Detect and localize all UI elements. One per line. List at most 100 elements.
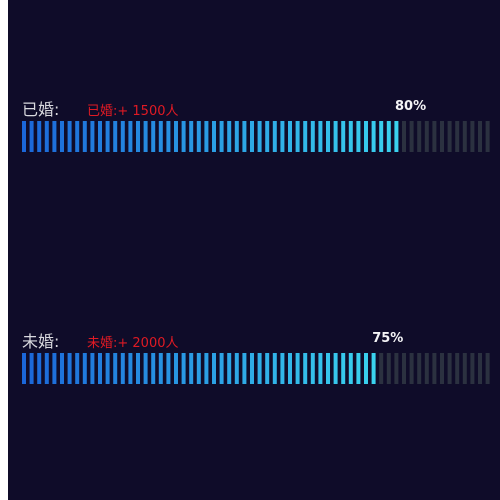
bar-segment-empty: [462, 353, 467, 384]
bar-segment-filled: [303, 353, 308, 384]
bar-segment-filled: [227, 353, 232, 384]
bar-segment-filled: [189, 353, 194, 384]
bar-segment-filled: [60, 353, 64, 384]
bar-segment-filled: [257, 121, 262, 152]
bar-segment-empty: [409, 353, 414, 384]
bar-segment-empty: [470, 353, 475, 384]
bar-segment-filled: [189, 121, 194, 152]
bar-segment-filled: [341, 121, 346, 152]
chart-panel: 已婚: 已婚:+ 1500人 80% 未婚: 未婚:+ 2000人 75%: [8, 0, 500, 500]
bar-segment-filled: [242, 353, 247, 384]
bar-segment-empty: [424, 353, 429, 384]
bar-segment-empty: [440, 353, 444, 384]
bar-segment-filled: [181, 121, 186, 152]
bar-segment-filled: [356, 353, 361, 384]
bar-segment-empty: [432, 121, 437, 152]
bar-segment-filled: [105, 121, 110, 152]
bar-segment-filled: [105, 353, 110, 384]
bar-segment-empty: [478, 353, 482, 384]
bar-segment-filled: [386, 121, 391, 152]
bar-segment-filled: [318, 121, 323, 152]
bar-segment-filled: [75, 121, 80, 152]
bar-segment-empty: [447, 121, 452, 152]
bar-segment-filled: [128, 353, 133, 384]
bar-segment-filled: [295, 353, 300, 384]
bar-segment-filled: [143, 121, 148, 152]
bar-segment-empty: [417, 121, 422, 152]
unmarried-label: 未婚:: [22, 332, 60, 351]
bar-segment-filled: [272, 353, 277, 384]
bar-segment-filled: [204, 121, 209, 152]
bar-segment-filled: [90, 121, 95, 152]
bar-segment-empty: [402, 121, 406, 152]
bar-segment-empty: [432, 353, 437, 384]
bar-segment-filled: [288, 353, 292, 384]
bar-segment-empty: [447, 353, 452, 384]
bar-segment-filled: [29, 353, 34, 384]
unmarried-percent-label: 75%: [372, 331, 404, 346]
bar-segment-filled: [212, 353, 216, 384]
bar-segment-filled: [60, 121, 64, 152]
bar-segment-filled: [67, 353, 72, 384]
bar-segment-filled: [234, 353, 239, 384]
bar-segment-filled: [98, 121, 102, 152]
married-progress-bar: [22, 121, 490, 152]
bar-segment-filled: [151, 353, 156, 384]
bar-segment-filled: [120, 353, 125, 384]
bar-segment-filled: [280, 353, 285, 384]
married-row: 已婚: 已婚:+ 1500人 80%: [8, 96, 500, 166]
bar-segment-filled: [113, 121, 118, 152]
bar-segment-filled: [174, 353, 178, 384]
bar-segment-filled: [219, 353, 224, 384]
bar-segment-filled: [326, 353, 330, 384]
married-percent-label: 80%: [395, 99, 427, 114]
bar-segment-filled: [75, 353, 80, 384]
bar-segment-empty: [485, 353, 490, 384]
bar-segment-filled: [196, 353, 201, 384]
bar-segment-filled: [44, 353, 49, 384]
bar-segment-filled: [333, 353, 338, 384]
bar-segment-filled: [265, 353, 270, 384]
bar-segment-filled: [265, 121, 270, 152]
bar-segment-filled: [22, 353, 26, 384]
bar-segment-filled: [371, 353, 376, 384]
bar-segment-filled: [37, 353, 42, 384]
bar-segment-empty: [455, 353, 460, 384]
bar-segment-filled: [242, 121, 247, 152]
bar-segment-filled: [120, 121, 125, 152]
bar-segment-empty: [485, 121, 490, 152]
bar-segment-empty: [379, 353, 384, 384]
bar-segment-filled: [37, 121, 42, 152]
bar-segment-filled: [29, 121, 34, 152]
bar-segment-empty: [440, 121, 444, 152]
bar-segment-filled: [82, 353, 87, 384]
bar-segment-empty: [470, 121, 475, 152]
bar-segment-filled: [288, 121, 292, 152]
bar-segment-filled: [326, 121, 330, 152]
bar-segment-filled: [181, 353, 186, 384]
bar-segment-filled: [204, 353, 209, 384]
bar-segment-filled: [212, 121, 216, 152]
bar-segment-filled: [44, 121, 49, 152]
bar-segment-filled: [174, 121, 178, 152]
bar-segment-filled: [90, 353, 95, 384]
bar-segment-filled: [379, 121, 384, 152]
unmarried-progress-bar: [22, 353, 490, 384]
bar-segment-filled: [364, 353, 368, 384]
bar-segment-filled: [295, 121, 300, 152]
bar-segment-filled: [257, 353, 262, 384]
bar-segment-empty: [462, 121, 467, 152]
bar-segment-filled: [166, 121, 171, 152]
bar-segment-empty: [394, 353, 399, 384]
bar-segment-filled: [341, 353, 346, 384]
bar-segment-filled: [98, 353, 102, 384]
bar-segment-filled: [356, 121, 361, 152]
unmarried-count-note: 未婚:+ 2000人: [87, 336, 179, 351]
bar-segment-filled: [128, 121, 133, 152]
bar-segment-filled: [196, 121, 201, 152]
bar-segment-filled: [158, 353, 163, 384]
bar-segment-filled: [166, 353, 171, 384]
bar-segment-filled: [151, 121, 156, 152]
bar-segment-empty: [409, 121, 414, 152]
bar-segment-filled: [364, 121, 368, 152]
